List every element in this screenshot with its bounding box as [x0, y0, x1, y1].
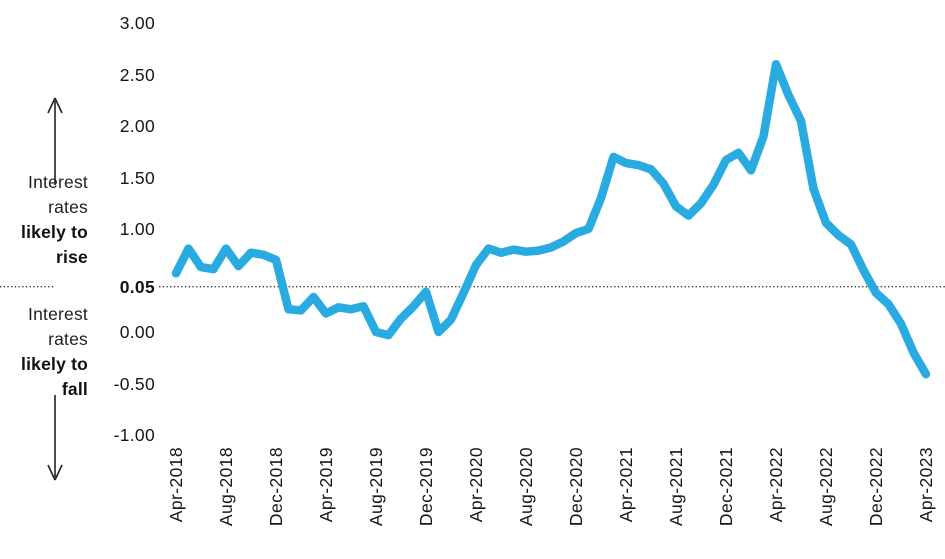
x-tick-label: Apr-2020: [466, 447, 486, 523]
annotation-line: rise: [56, 247, 88, 267]
y-tick-label: 1.50: [119, 167, 155, 188]
annotation-rates-fall: Interest rates likely to fall: [0, 302, 88, 402]
up-arrow-icon: [47, 97, 63, 185]
y-tick-label: -1.00: [113, 425, 155, 445]
x-tick-label: Dec-2018: [266, 447, 286, 527]
x-tick-label: Aug-2021: [666, 447, 686, 527]
annotation-line: likely to: [21, 354, 88, 374]
x-tick-label: Aug-2022: [816, 447, 836, 527]
x-tick-label: Aug-2020: [516, 447, 536, 527]
x-tick-label: Apr-2018: [166, 447, 186, 523]
y-tick-label: -0.50: [113, 373, 155, 394]
rate-expectations-line: [171, 59, 931, 379]
reference-line-label: 0.05: [55, 275, 158, 298]
x-tick-label: Aug-2018: [216, 447, 236, 527]
y-tick-label: 2.00: [119, 116, 155, 136]
annotation-line: fall: [61, 379, 88, 399]
x-tick-label: Apr-2019: [316, 447, 336, 523]
x-tick-label: Apr-2023: [916, 447, 936, 523]
annotation-rates-rise: Interest rates likely to rise: [0, 170, 88, 270]
x-tick-label: Dec-2022: [866, 447, 886, 527]
x-tick-label: Dec-2019: [416, 447, 436, 527]
x-tick-label: Apr-2022: [766, 447, 786, 523]
annotation-line: Interest: [28, 172, 88, 192]
x-tick-label: Dec-2020: [566, 447, 586, 527]
annotation-line: likely to: [21, 222, 88, 242]
y-tick-label: 2.50: [119, 64, 155, 85]
x-tick-label: Apr-2021: [616, 447, 636, 523]
annotation-line: Interest: [28, 304, 88, 324]
annotation-line: rates: [48, 197, 88, 217]
annotation-line: rates: [48, 329, 88, 349]
x-tick-label: Aug-2019: [366, 447, 386, 527]
y-tick-label: 0.00: [119, 322, 155, 342]
down-arrow-icon: [47, 395, 63, 481]
y-tick-label: 3.00: [119, 13, 155, 33]
y-tick-label: 1.00: [119, 219, 155, 239]
x-tick-label: Dec-2021: [716, 447, 736, 527]
